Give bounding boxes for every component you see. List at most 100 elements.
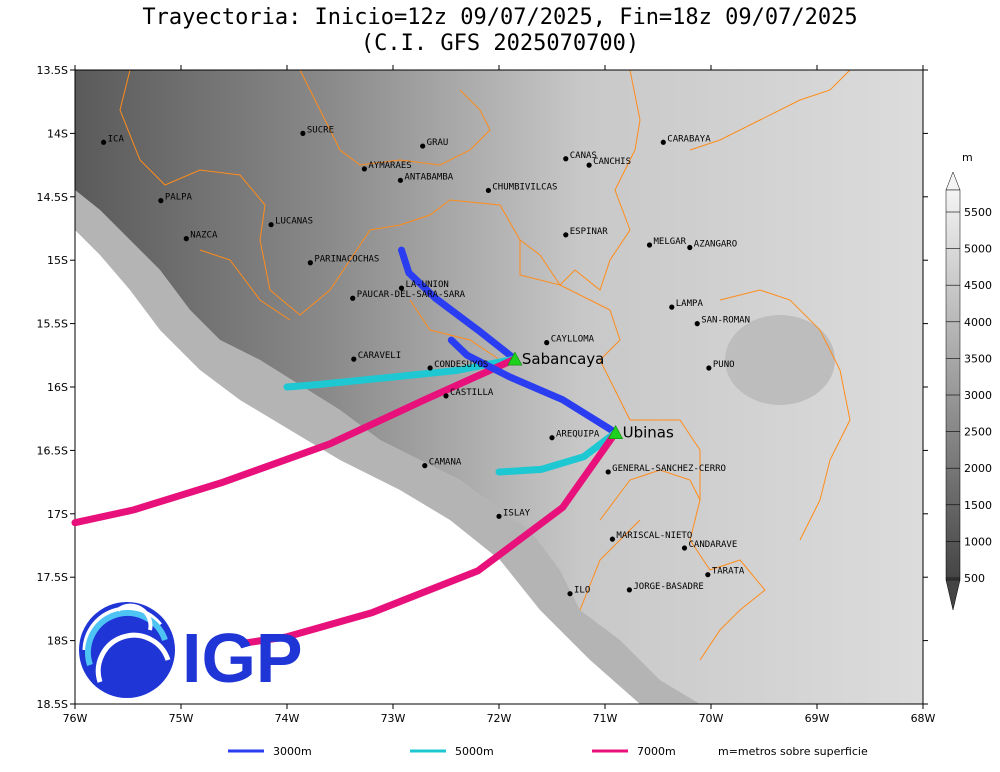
province-marker	[706, 365, 712, 371]
province-marker	[660, 139, 666, 145]
y-tick-label: 16.5S	[37, 444, 68, 457]
x-tick-label: 69W	[805, 712, 830, 725]
province-label: JORGE-BASADRE	[633, 582, 703, 592]
colorbar-label: 5000	[964, 243, 992, 256]
x-tick-label: 76W	[63, 712, 88, 725]
y-tick-label: 15S	[47, 254, 68, 267]
province-marker	[485, 187, 491, 194]
trajectory-7000m	[71, 355, 519, 527]
province-label: ILO	[574, 586, 590, 596]
y-tick-label: 16S	[47, 381, 68, 394]
province-label: ICA	[108, 134, 125, 144]
province-label: PALPA	[165, 193, 193, 203]
trajectory-5000m	[495, 429, 620, 476]
province-marker	[158, 198, 164, 204]
province-label: CAYLLOMA	[551, 335, 595, 345]
province-marker	[443, 393, 449, 399]
colorbar-label: 3000	[964, 389, 992, 402]
province-label: CARAVELI	[358, 351, 401, 361]
province-label: LAMPA	[676, 299, 704, 309]
igp-globe-icon	[79, 602, 175, 698]
land-terrain	[75, 70, 923, 704]
colorbar-label: 4000	[964, 316, 992, 329]
province-marker	[626, 587, 632, 593]
trajectory-3000m	[398, 246, 519, 363]
province-marker	[549, 435, 555, 441]
legend-label: 3000m	[273, 745, 312, 758]
map-canvas	[75, 70, 923, 704]
province-label: PARINACOCHAS	[314, 255, 379, 265]
province-marker	[563, 156, 569, 162]
province-marker	[544, 340, 550, 346]
province-label: TARATA	[712, 567, 745, 577]
province-marker	[567, 591, 573, 597]
province-marker	[563, 232, 569, 238]
legend-label: 7000m	[637, 745, 676, 758]
province-label: LA-UNION	[405, 280, 448, 290]
coastal-lowland	[75, 190, 700, 704]
y-tick-label: 13.5S	[37, 64, 68, 77]
map-title-line1: Trayectoria: Inicio=12z 09/07/2025, Fin=…	[142, 5, 858, 30]
trajectory-7000m	[241, 429, 620, 647]
colorbar-label: 3500	[964, 352, 992, 365]
x-tick-label: 73W	[381, 712, 406, 725]
colorbar-label: 500	[964, 572, 985, 585]
legend-label: 5000m	[455, 745, 494, 758]
y-tick-label: 15.5S	[37, 318, 68, 331]
province-label: GENERAL-SANCHEZ-CERRO	[612, 464, 726, 474]
colorbar-unit: m	[962, 151, 973, 164]
province-label: MARISCAL-NIETO	[616, 531, 692, 541]
province-marker	[609, 536, 616, 542]
province-marker	[422, 463, 428, 469]
x-tick-label: 71W	[593, 712, 618, 725]
province-marker	[681, 545, 688, 551]
province-marker	[307, 260, 313, 266]
colorbar-label: 2000	[964, 462, 992, 475]
y-tick-label: 18.5S	[37, 698, 68, 711]
province-marker	[586, 162, 592, 168]
trajectories	[71, 246, 620, 647]
x-tick-label: 68W	[911, 712, 936, 725]
province-label: PAUCAR-DEL-SARA-SARA	[357, 290, 466, 300]
province-marker	[496, 513, 502, 519]
province-label: CARABAYA	[667, 134, 711, 144]
colorbar-label: 5500	[964, 206, 992, 219]
province-label: AREQUIPA	[556, 430, 600, 440]
province-marker	[300, 130, 306, 136]
province-label: GRAU	[427, 138, 449, 148]
volcano-label: Ubinas	[623, 424, 674, 442]
province-marker	[398, 285, 405, 291]
y-tick-label: 17.5S	[37, 571, 68, 584]
colorbar-label: 1000	[964, 535, 992, 548]
province-label: CHUMBIVILCAS	[492, 182, 557, 192]
volcano-triangle-icon	[507, 351, 523, 366]
province-marker	[361, 166, 367, 172]
x-tick-label: 70W	[699, 712, 724, 725]
province-label: AYMARAES	[368, 161, 411, 171]
province-label: CONDESUYOS	[434, 360, 488, 370]
province-marker	[646, 242, 653, 248]
province-label: CASTILLA	[450, 388, 494, 398]
lake-titicaca	[725, 315, 835, 405]
province-marker	[427, 365, 433, 371]
y-tick-label: 17S	[47, 508, 68, 521]
province-label: ANTABAMBA	[404, 172, 453, 182]
province-label: ISLAY	[503, 508, 531, 518]
political-boundaries	[119, 70, 851, 661]
province-label: ESPINAR	[570, 227, 609, 237]
province-label: CANDARAVE	[689, 540, 738, 550]
legend-note: m=metros sobre superficie	[718, 745, 868, 758]
province-label: NAZCA	[190, 231, 218, 241]
province-marker	[350, 295, 356, 301]
x-tick-label: 75W	[169, 712, 194, 725]
volcano-triangle-icon	[608, 425, 624, 439]
colorbar-label: 1500	[964, 499, 992, 512]
province-label: MELGAR	[654, 237, 687, 247]
province-label: PUNO	[713, 360, 735, 370]
province-label: LUCANAS	[275, 217, 313, 227]
y-tick-label: 14.5S	[37, 191, 68, 204]
colorbar-label: 4500	[964, 279, 992, 292]
province-marker	[351, 356, 357, 362]
